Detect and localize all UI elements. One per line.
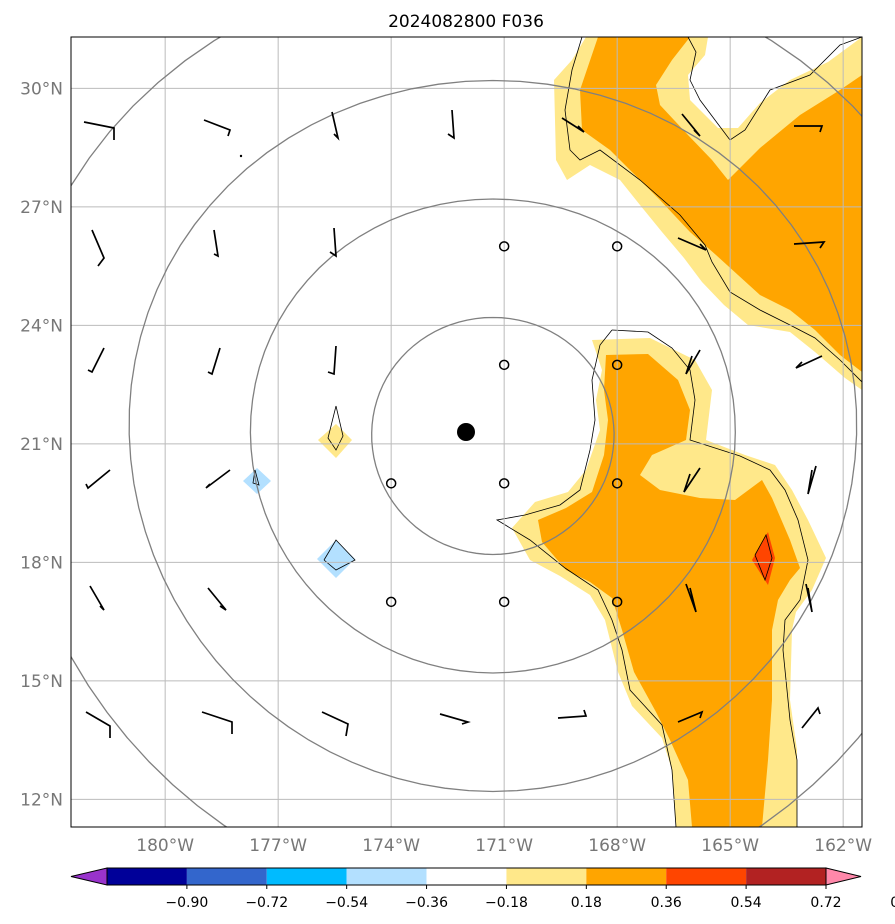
lon-tick-label: 174°W [362,836,420,856]
calm-wind-circle [498,359,510,371]
calm-wind-circle [611,596,623,608]
wind-barb-dot [239,154,243,158]
range-ring [249,198,736,674]
shaded-spot-blue-1 [243,468,271,494]
calm-wind-circle [498,241,510,252]
wind-barb [561,117,585,133]
calm-wind-circle [611,241,623,252]
calm-wind-circle [611,359,623,371]
figure-title: 2024082800 F036 [388,12,544,32]
lat-tick-label: 30°N [20,79,63,99]
wind-barb [439,713,471,725]
colorbar: −0.90 −0.72 −0.54 −0.36 −0.18 0.18 0.36 0.54 0.7… [70,867,895,911]
wind-barb [557,709,588,719]
wind-barb [677,710,704,723]
calm-wind-circle [385,478,397,489]
map-frame [70,36,863,828]
lat-tick-label: 18°N [20,553,63,573]
colorbar-segment [666,868,747,885]
wind-barb [677,237,707,251]
wind-barb [83,121,115,140]
wind-barb [201,711,233,734]
lat-tick-label: 15°N [20,672,63,692]
colorbar-frame [106,867,827,886]
latitude-axis: 12°N 15°N 18°N 21°N 24°N 27°N 30°N [20,79,63,810]
colorbar-tick-label: −0.54 [325,895,368,911]
range-ring [128,79,858,793]
wind-barb [805,583,813,613]
wind-barb [85,469,111,490]
colorbar-segment [266,868,347,885]
colorbar-tick-label: −0.18 [485,895,528,911]
colorbar-tick-label: −0.72 [245,895,288,911]
colorbar-tick-label: 0.90 [890,895,895,911]
plot-area [71,37,862,827]
wind-barb [91,229,105,267]
storm-center-marker [457,423,475,441]
wind-barb [795,355,823,369]
lon-tick-label: 162°W [814,836,872,856]
lon-tick-label: 180°W [136,836,194,856]
lat-tick-label: 24°N [20,316,63,336]
wind-barb [207,347,221,376]
colorbar-segment [506,868,587,885]
wind-barb [794,125,824,133]
lat-tick-label: 12°N [20,790,63,810]
wind-barb [87,347,105,374]
lon-tick-label: 171°W [475,836,533,856]
lat-tick-label: 21°N [20,435,63,455]
wind-barbs [83,109,826,738]
colorbar-segment [186,868,267,885]
colorbar-tick-label: 0.72 [810,895,841,911]
wind-barb [683,467,701,493]
calm-wind-circle [385,596,397,608]
wind-barb [685,349,701,375]
calm-wind-circle [611,478,623,489]
colorbar-segment [426,868,507,885]
colorbar-tick-label: 0.36 [651,895,682,911]
lon-tick-label: 165°W [701,836,759,856]
longitude-axis: 180°W 177°W 174°W 171°W 168°W 165°W 162°W [136,836,872,856]
calm-wind-circle [498,596,510,608]
calm-wind-markers [385,241,623,608]
colorbar-segment [107,868,187,885]
wind-barb [207,587,227,611]
shaded-field-north [554,37,862,390]
wind-barb [447,109,455,140]
wind-barb [203,119,232,137]
colorbar-segment [346,868,427,885]
calm-wind-circle [498,478,510,489]
wind-barb [331,111,340,141]
colorbar-tick-label: 0.18 [571,895,602,911]
wind-barb [685,583,697,613]
wind-barb [327,345,337,376]
lon-tick-label: 168°W [588,836,646,856]
lat-tick-label: 27°N [20,198,63,218]
range-rings [71,37,862,827]
colorbar-segment [746,868,826,885]
wind-barb [329,227,337,258]
range-ring [371,316,615,556]
wind-barb [205,469,231,489]
contour-lines [252,37,862,827]
wind-barb [807,465,817,495]
wind-barb [213,229,220,258]
colorbar-extend-low [70,867,108,886]
wind-barb [801,706,821,729]
wind-barb [793,241,826,249]
wind-barb [85,711,111,738]
colorbar-segment [586,868,667,885]
wind-barb [89,585,105,611]
wind-barb [321,711,349,737]
colorbar-tick-label: 0.54 [731,895,762,911]
wind-barb [681,113,701,137]
shaded-spot-yellow [318,424,352,458]
colorbar-extend-high [825,867,862,886]
colorbar-tick-label: −0.90 [165,895,208,911]
colorbar-tick-label: −0.36 [405,895,448,911]
lon-tick-label: 177°W [249,836,307,856]
shaded-field-south [512,338,826,827]
graticule [71,37,862,827]
